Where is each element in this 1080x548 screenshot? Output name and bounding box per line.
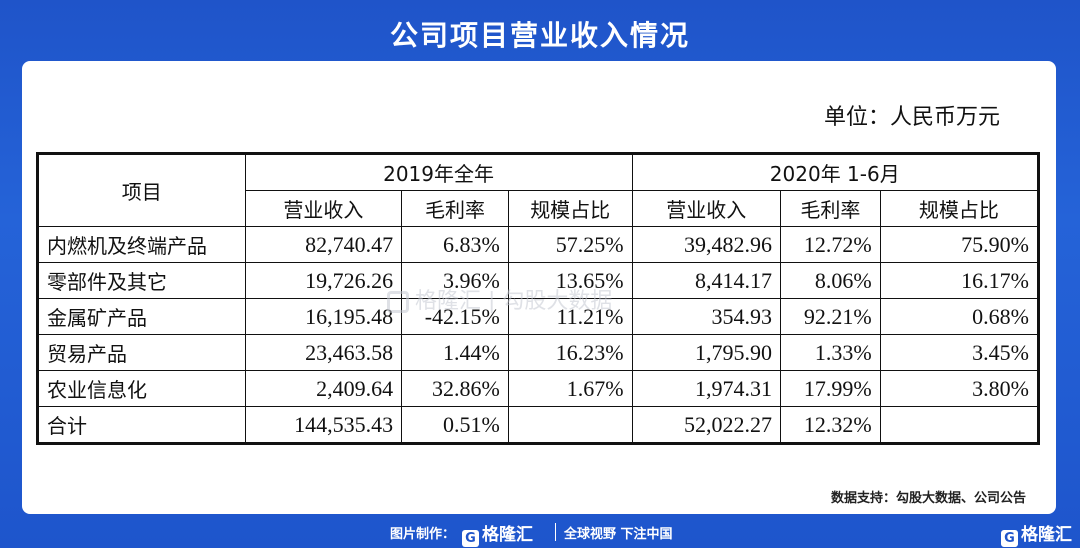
margin-2019: 32.86% — [401, 370, 509, 407]
page-title: 公司项目营业收入情况 — [389, 19, 690, 52]
revenue-2020: 8,414.17 — [631, 262, 781, 299]
footer-made-by: 图片制作： — [390, 527, 456, 542]
table-row: 农业信息化 2,409.64 32.86% 1.67% 1,974.31 17.… — [37, 370, 1040, 407]
header-share-2019: 规模占比 — [507, 190, 633, 227]
row-name: 合计 — [37, 406, 246, 444]
revenue-table: 项目 2019年全年 2020年 1-6月 营业收入 毛利率 规模占比 营业收入… — [36, 152, 1040, 445]
revenue-2019: 2,409.64 — [244, 370, 403, 407]
table-row: 贸易产品 23,463.58 1.44% 16.23% 1,795.90 1.3… — [37, 334, 1040, 371]
share-2020: 16.17% — [879, 262, 1040, 299]
header-margin-2020: 毛利率 — [779, 190, 881, 227]
margin-2020: 92.21% — [779, 298, 881, 335]
share-2019: 13.65% — [507, 262, 633, 299]
table-row: 零部件及其它 19,726.26 3.96% 13.65% 8,414.17 8… — [37, 262, 1040, 299]
table-row-total: 合计 144,535.43 0.51% 52,022.27 12.32% — [37, 406, 1040, 444]
unit-label: 单位：人民币万元 — [823, 105, 1000, 130]
footer-divider — [555, 523, 556, 541]
header-share-2020: 规模占比 — [879, 190, 1040, 227]
footer-slogan: 全球视野 下注中国 — [564, 527, 673, 542]
row-name: 零部件及其它 — [37, 262, 246, 299]
share-2019: 11.21% — [507, 298, 633, 335]
revenue-2020: 1,974.31 — [631, 370, 781, 407]
margin-2019: 6.83% — [401, 226, 509, 263]
brand-logo-icon: G — [462, 530, 479, 547]
footer-bar: 图片制作： G 格隆汇 全球视野 下注中国 G 格隆汇 — [0, 519, 1080, 548]
margin-2020: 12.72% — [779, 226, 881, 263]
header-period-2019: 2019年全年 — [244, 153, 633, 191]
corner-logo: G 格隆汇 — [1001, 520, 1072, 547]
share-2019: 16.23% — [507, 334, 633, 371]
row-name: 金属矿产品 — [37, 298, 246, 335]
corner-logo-icon: G — [1001, 530, 1018, 547]
margin-2020: 1.33% — [779, 334, 881, 371]
row-name: 农业信息化 — [37, 370, 246, 407]
footer-logo: G 格隆汇 — [462, 520, 533, 547]
row-name: 内燃机及终端产品 — [37, 226, 246, 263]
source-note: 数据支持：勾股大数据、公司公告 — [830, 491, 1026, 506]
revenue-2019: 23,463.58 — [244, 334, 403, 371]
header-row-periods: 项目 2019年全年 2020年 1-6月 — [37, 153, 1040, 227]
header-revenue-2019: 营业收入 — [244, 190, 403, 227]
share-2019: 1.67% — [507, 370, 633, 407]
table-row: 金属矿产品 16,195.48 -42.15% 11.21% 354.93 92… — [37, 298, 1040, 335]
revenue-2020: 39,482.96 — [631, 226, 781, 263]
share-2020: 3.45% — [879, 334, 1040, 371]
row-name: 贸易产品 — [37, 334, 246, 371]
share-2019: 57.25% — [507, 226, 633, 263]
margin-2020: 8.06% — [779, 262, 881, 299]
share-2020: 3.80% — [879, 370, 1040, 407]
margin-2019: 3.96% — [401, 262, 509, 299]
margin-2019: 0.51% — [401, 406, 509, 444]
share-2020: 0.68% — [879, 298, 1040, 335]
revenue-2020: 354.93 — [631, 298, 781, 335]
margin-2019: -42.15% — [401, 298, 509, 335]
revenue-2019: 144,535.43 — [244, 406, 403, 444]
margin-2020: 12.32% — [779, 406, 881, 444]
share-2020 — [879, 406, 1040, 444]
share-2019 — [507, 406, 633, 444]
margin-2020: 17.99% — [779, 370, 881, 407]
header-revenue-2020: 营业收入 — [631, 190, 781, 227]
margin-2019: 1.44% — [401, 334, 509, 371]
share-2020: 75.90% — [879, 226, 1040, 263]
table-row: 内燃机及终端产品 82,740.47 6.83% 57.25% 39,482.9… — [37, 226, 1040, 263]
header-margin-2019: 毛利率 — [401, 190, 509, 227]
header-item: 项目 — [37, 153, 246, 227]
header-period-2020: 2020年 1-6月 — [631, 153, 1040, 191]
revenue-2020: 1,795.90 — [631, 334, 781, 371]
revenue-2019: 82,740.47 — [244, 226, 403, 263]
footer-logo-text: 格隆汇 — [482, 525, 533, 545]
revenue-2019: 19,726.26 — [244, 262, 403, 299]
table-card: 单位：人民币万元 项目 2019年全年 2020年 1-6月 营业收入 毛利率 … — [22, 61, 1056, 514]
revenue-2020: 52,022.27 — [631, 406, 781, 444]
revenue-2019: 16,195.48 — [244, 298, 403, 335]
corner-logo-text: 格隆汇 — [1021, 525, 1072, 545]
